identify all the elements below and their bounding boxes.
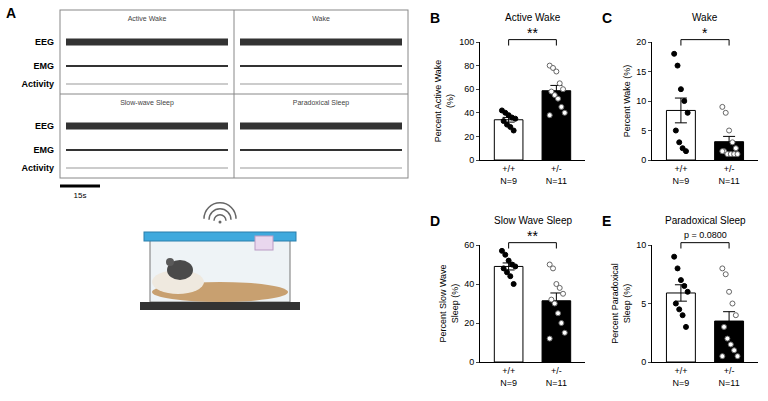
svg-text:EEG: EEG — [35, 37, 54, 47]
svg-text:EEG: EEG — [35, 121, 54, 131]
svg-text:**: ** — [527, 25, 538, 41]
svg-text:60: 60 — [464, 240, 474, 250]
svg-text:60: 60 — [464, 84, 474, 94]
svg-text:D: D — [430, 213, 440, 229]
svg-text:*: * — [702, 25, 708, 41]
svg-text:0: 0 — [641, 155, 646, 165]
svg-text:Paradoxical Sleep: Paradoxical Sleep — [665, 215, 746, 226]
svg-text:Slow Wave Sleep: Slow Wave Sleep — [494, 215, 572, 226]
svg-text:Percent Slow WaveSleep (%): Percent Slow WaveSleep (%) — [438, 264, 460, 342]
svg-text:B: B — [430, 10, 440, 26]
svg-text:Percent Active Wake(%): Percent Active Wake(%) — [433, 60, 455, 143]
svg-text:20: 20 — [636, 37, 646, 47]
svg-text:Percent Wake (%): Percent Wake (%) — [622, 65, 632, 138]
svg-text:C: C — [602, 10, 612, 26]
svg-text:20: 20 — [464, 318, 474, 328]
svg-text:Wake: Wake — [692, 12, 718, 23]
svg-text:0: 0 — [469, 357, 474, 367]
svg-text:15s: 15s — [74, 191, 87, 200]
svg-text:40: 40 — [464, 108, 474, 118]
svg-text:p = 0.0800: p = 0.0800 — [684, 230, 727, 240]
svg-text:10: 10 — [636, 240, 646, 250]
svg-text:15: 15 — [636, 67, 646, 77]
svg-text:+/+N=9: +/+N=9 — [673, 164, 690, 186]
svg-text:Active Wake: Active Wake — [505, 12, 561, 23]
svg-text:+/+N=9: +/+N=9 — [500, 366, 517, 388]
svg-text:+/-N=11: +/-N=11 — [546, 366, 567, 388]
svg-text:Active Wake: Active Wake — [128, 15, 167, 22]
svg-text:80: 80 — [464, 61, 474, 71]
svg-text:Paradoxical Sleep: Paradoxical Sleep — [293, 99, 350, 107]
svg-text:+/+N=9: +/+N=9 — [673, 366, 690, 388]
svg-text:+/-N=11: +/-N=11 — [546, 164, 567, 186]
svg-text:Percent ParadoxicalSleep (%): Percent ParadoxicalSleep (%) — [610, 263, 632, 344]
svg-text:+/+N=9: +/+N=9 — [500, 164, 517, 186]
svg-text:EMG: EMG — [33, 61, 54, 71]
svg-text:100: 100 — [459, 37, 474, 47]
svg-text:5: 5 — [641, 299, 646, 309]
svg-text:A: A — [6, 5, 16, 21]
svg-text:EMG: EMG — [33, 145, 54, 155]
svg-text:10: 10 — [636, 96, 646, 106]
svg-text:Activity: Activity — [21, 163, 54, 173]
svg-text:Activity: Activity — [21, 79, 54, 89]
svg-text:Wake: Wake — [312, 15, 330, 22]
svg-text:E: E — [602, 213, 611, 229]
svg-text:20: 20 — [464, 132, 474, 142]
svg-text:+/-N=11: +/-N=11 — [719, 366, 740, 388]
svg-text:40: 40 — [464, 279, 474, 289]
svg-text:5: 5 — [641, 126, 646, 136]
svg-text:0: 0 — [469, 155, 474, 165]
svg-text:+/-N=11: +/-N=11 — [719, 164, 740, 186]
svg-text:0: 0 — [641, 357, 646, 367]
svg-text:**: ** — [527, 228, 538, 244]
svg-text:Slow-wave Sleep: Slow-wave Sleep — [120, 99, 174, 107]
